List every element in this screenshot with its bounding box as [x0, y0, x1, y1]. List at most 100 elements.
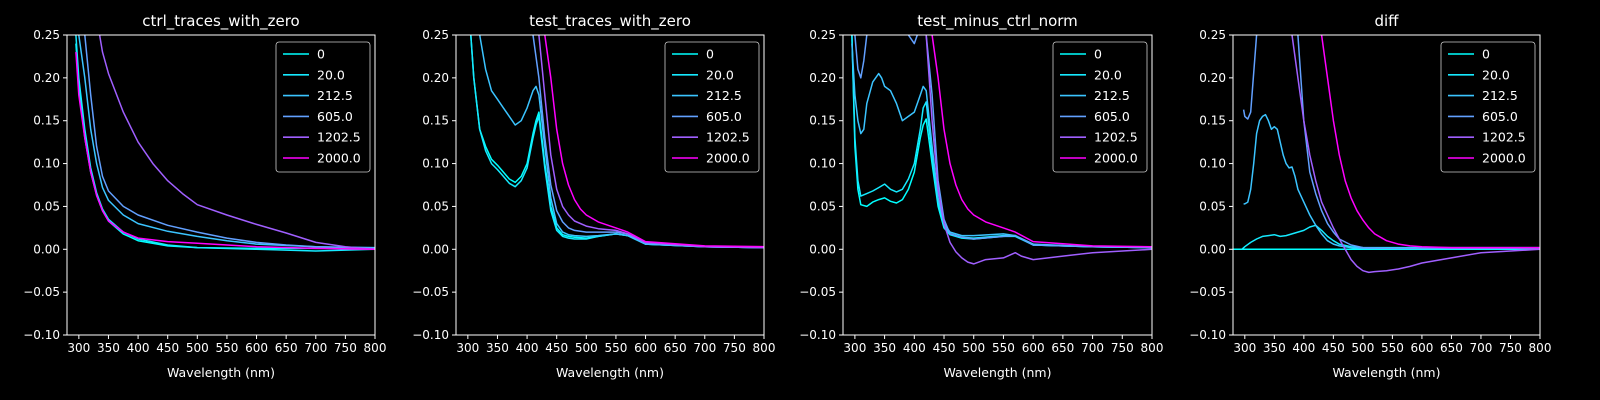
y-tick-label: 0.20 — [809, 71, 836, 85]
legend-entry-label: 20.0 — [317, 67, 345, 82]
legend-entry-label: 20.0 — [1482, 67, 1510, 82]
legend-entry-label: 1202.5 — [1482, 130, 1526, 145]
y-tick-label: 0.25 — [422, 28, 449, 42]
legend: 0 20.0 212.5 605.0 1202.5 2000.0 — [664, 41, 760, 173]
y-tick-label: −0.10 — [412, 328, 449, 342]
x-tick-label: 350 — [486, 341, 509, 355]
x-tick-label: 550 — [604, 341, 627, 355]
x-tick-label: 500 — [1351, 341, 1374, 355]
y-tick-label: 0.15 — [809, 114, 836, 128]
x-tick-label: 600 — [1022, 341, 1045, 355]
y-tick-label: 0.10 — [809, 157, 836, 171]
legend-entry-label: 1202.5 — [1094, 130, 1138, 145]
series-line-1202-5 — [1291, 35, 1540, 274]
x-tick-label: 700 — [304, 341, 327, 355]
x-tick-label: 650 — [1051, 341, 1074, 355]
x-tick-label: 500 — [575, 341, 598, 355]
series-line-1202-5 — [98, 35, 375, 251]
chart-title: test_traces_with_zero — [529, 12, 691, 31]
y-tick-label: 0.00 — [809, 242, 836, 256]
legend-entry-label: 212.5 — [1482, 88, 1518, 103]
legend-entry-label: 212.5 — [706, 88, 742, 103]
x-tick-label: 800 — [364, 341, 387, 355]
axes-frame — [842, 34, 1153, 336]
legend: 0 20.0 212.5 605.0 1202.5 2000.0 — [275, 41, 371, 173]
y-tick-label: 0.15 — [33, 114, 60, 128]
series-line-212-5 — [851, 43, 1152, 249]
axes-frame — [455, 34, 765, 336]
y-tick-label: 0.05 — [1199, 199, 1226, 213]
series-line-2000-0 — [544, 35, 764, 248]
x-tick-label: 750 — [1111, 341, 1134, 355]
y-tick-label: 0.10 — [33, 157, 60, 171]
y-tick-label: 0.00 — [422, 242, 449, 256]
y-tick-label: −0.05 — [412, 285, 449, 299]
y-tick-label: 0.00 — [33, 242, 60, 256]
chart-title: ctrl_traces_with_zero — [142, 12, 299, 31]
chart-panel-1: 300 350 400 450 500 550 600 650 700 750 800 0.25 0.2… — [23, 12, 386, 380]
legend-entry-label: 20.0 — [1094, 67, 1122, 82]
y-tick-label: 0.25 — [33, 28, 60, 42]
series-line-20-0 — [851, 35, 1152, 249]
x-axis-label: Wavelength (nm) — [556, 365, 664, 380]
chart-title: test_minus_ctrl_norm — [917, 12, 1078, 31]
series-line-2000-0 — [75, 52, 375, 251]
x-tick-label: 450 — [545, 341, 568, 355]
y-tick-label: 0.25 — [1199, 28, 1226, 42]
y-tick-label: 0.10 — [1199, 157, 1226, 171]
axes-frame — [66, 34, 376, 336]
y-tick-label: −0.10 — [799, 328, 836, 342]
legend-entry-label: 2000.0 — [317, 151, 361, 166]
legend-entry-label: 605.0 — [317, 109, 353, 124]
x-axis-label: Wavelength (nm) — [1333, 365, 1441, 380]
x-tick-label: 650 — [664, 341, 687, 355]
series-line-212-5 — [1243, 113, 1540, 250]
series-line-1202-5 — [925, 35, 1152, 265]
y-tick-label: −0.05 — [799, 285, 836, 299]
legend-entry-label: 2000.0 — [706, 151, 750, 166]
x-tick-label: 500 — [186, 341, 209, 355]
y-tick-label: 0.20 — [1199, 71, 1226, 85]
x-tick-label: 650 — [275, 341, 298, 355]
x-tick-label: 450 — [156, 341, 179, 355]
x-tick-label: 800 — [1529, 341, 1552, 355]
x-axis-label: Wavelength (nm) — [167, 365, 275, 380]
y-tick-label: 0.20 — [33, 71, 60, 85]
y-tick-label: 0.05 — [33, 199, 60, 213]
y-tick-label: 0.15 — [1199, 114, 1226, 128]
x-tick-label: 700 — [1081, 341, 1104, 355]
x-tick-label: 600 — [245, 341, 268, 355]
series-line-212-5 — [78, 35, 375, 249]
y-tick-label: −0.10 — [23, 328, 60, 342]
series-line-212-5 — [478, 35, 764, 249]
legend-entry-label: 605.0 — [1094, 109, 1130, 124]
series-line-605-0 — [854, 35, 1152, 249]
chart-panel-3: 300 350 400 450 500 550 600 650 700 750 800 0.25 0.2… — [799, 12, 1163, 380]
legend-entry-label: 212.5 — [1094, 88, 1130, 103]
x-tick-label: 600 — [634, 341, 657, 355]
legend-entry-label: 2000.0 — [1094, 151, 1138, 166]
x-tick-label: 750 — [1499, 341, 1522, 355]
x-tick-label: 800 — [753, 341, 776, 355]
x-tick-label: 350 — [1263, 341, 1286, 355]
y-tick-label: 0.25 — [809, 28, 836, 42]
x-tick-label: 450 — [1322, 341, 1345, 355]
x-tick-label: 300 — [843, 341, 866, 355]
legend-entry-label: 1202.5 — [706, 130, 750, 145]
legend-entry-label: 212.5 — [317, 88, 353, 103]
x-tick-label: 550 — [215, 341, 238, 355]
y-tick-label: 0.20 — [422, 71, 449, 85]
legend: 0 20.0 212.5 605.0 1202.5 2000.0 — [1052, 41, 1148, 173]
x-tick-label: 500 — [962, 341, 985, 355]
axes-frame — [1232, 34, 1541, 336]
x-tick-label: 300 — [456, 341, 479, 355]
x-tick-label: 550 — [992, 341, 1015, 355]
x-tick-label: 400 — [903, 341, 926, 355]
x-tick-label: 350 — [97, 341, 120, 355]
plot-area — [75, 35, 375, 252]
y-tick-label: 0.15 — [422, 114, 449, 128]
x-tick-label: 750 — [723, 341, 746, 355]
x-tick-label: 650 — [1440, 341, 1463, 355]
legend-entry-label: 605.0 — [1482, 109, 1518, 124]
